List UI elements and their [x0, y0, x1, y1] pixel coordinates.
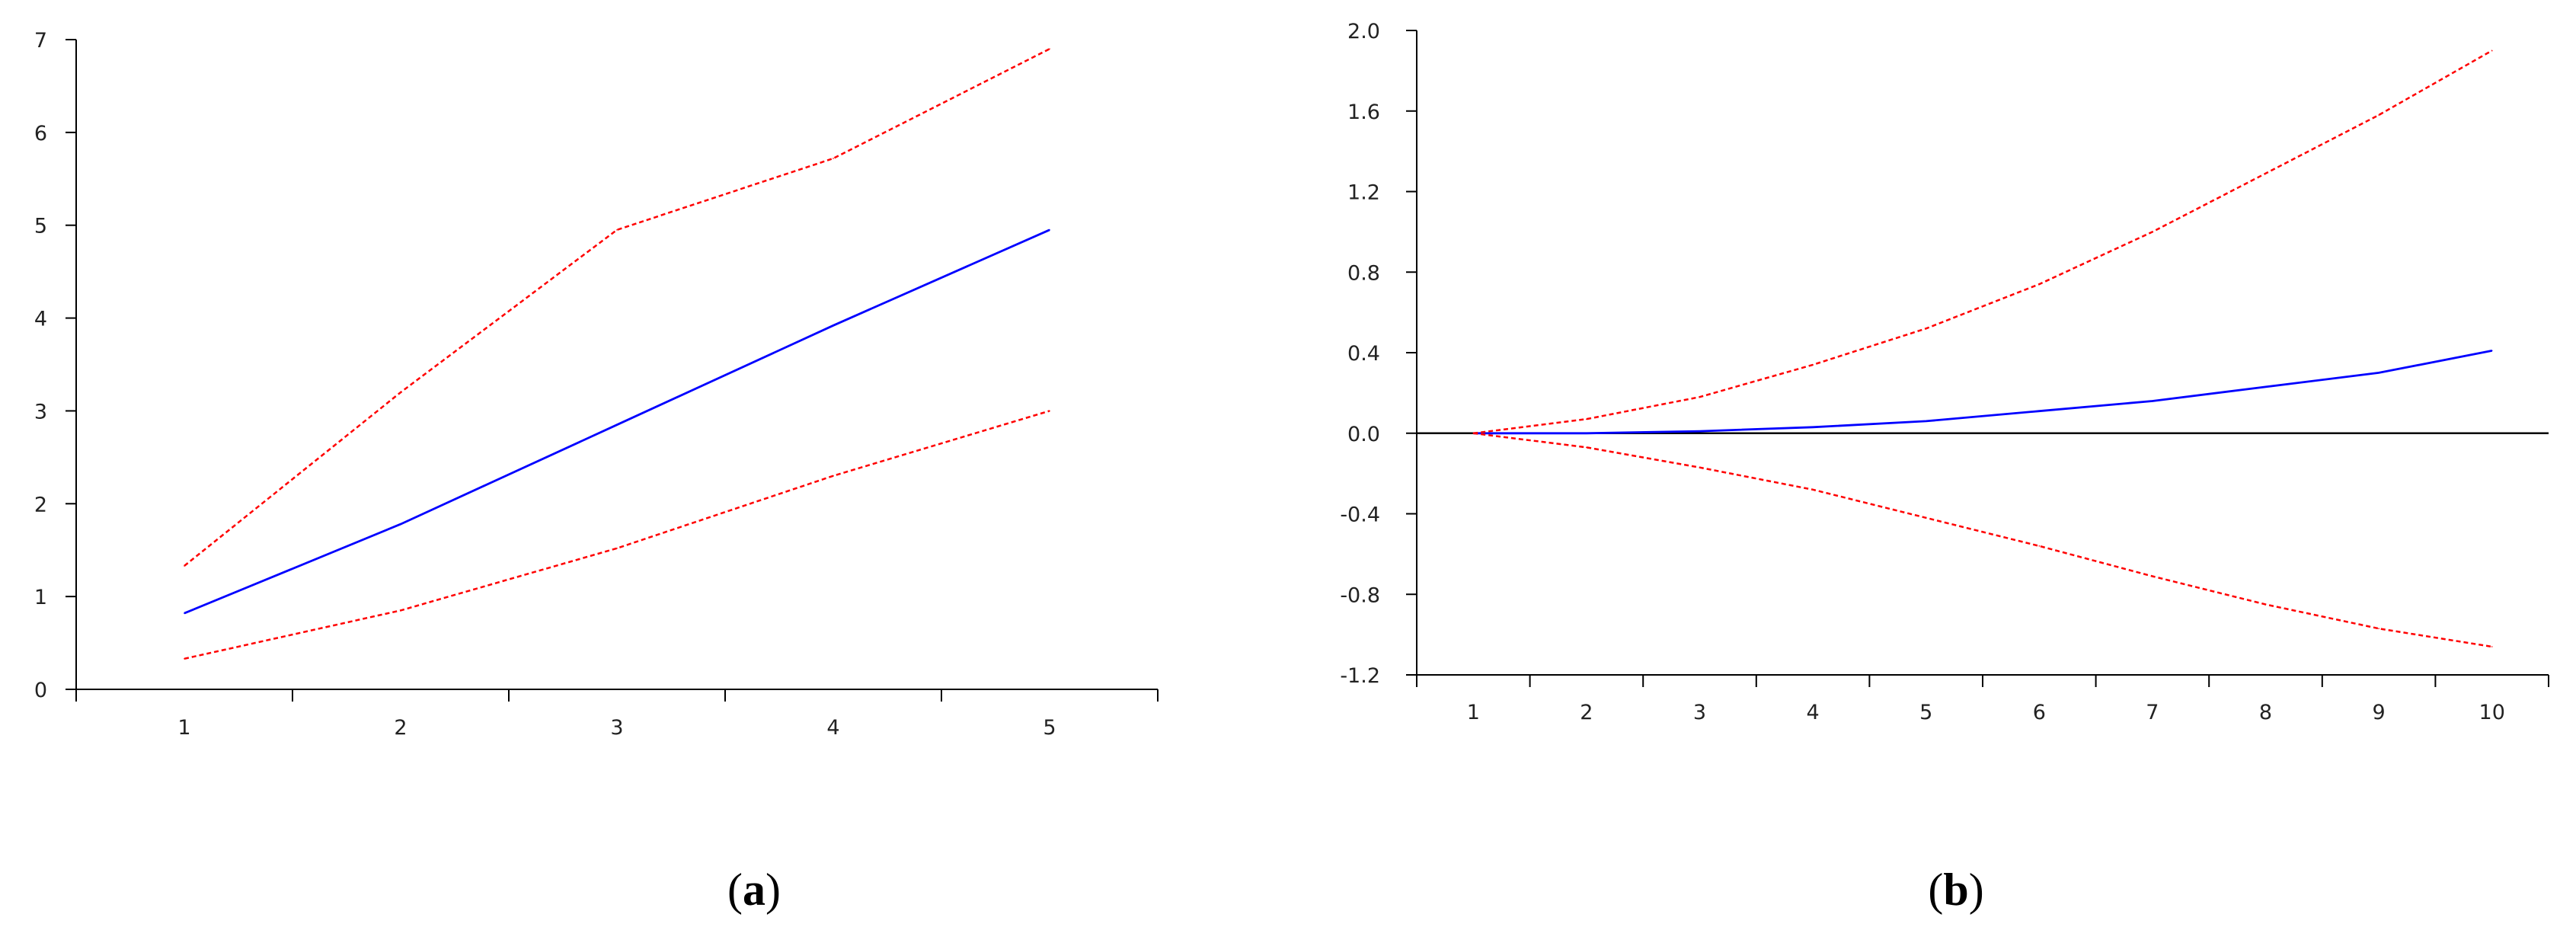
data-point-lower-band: [616, 547, 618, 549]
y-tick-label: 0.0: [1347, 423, 1380, 446]
data-point-lower-band: [1586, 446, 1587, 449]
data-point-lower-band: [1812, 488, 1814, 491]
data-point-response: [2378, 372, 2379, 374]
data-point-response: [2491, 350, 2493, 352]
data-point-lower-band: [2152, 575, 2153, 577]
data-point-lower-band: [2038, 545, 2041, 547]
y-tick-label: 4: [34, 308, 47, 331]
data-point-lower-band: [2378, 628, 2379, 629]
series-upper-band: [1473, 50, 2493, 435]
panel-a-caption: (a): [727, 865, 781, 915]
y-tick-label: -0.8: [1340, 583, 1380, 607]
y-tick-label: 7: [34, 29, 47, 53]
data-point-upper-band: [1925, 328, 1927, 330]
y-tick-label: -0.4: [1340, 503, 1380, 527]
data-point-upper-band: [2491, 50, 2493, 52]
y-tick-label: 2: [34, 493, 47, 516]
x-tick-label: 6: [2033, 701, 2046, 724]
panel-a-caption-letter: a: [743, 865, 765, 915]
chart-panel-a: 0 1 2 3 4 5 6 7 1 2 3 4 5: [34, 29, 1159, 740]
data-point-upper-band: [2038, 283, 2041, 285]
x-tick-label: 1: [1467, 701, 1480, 724]
y-tick-label: 3: [34, 400, 47, 424]
data-point-upper-band: [2264, 172, 2267, 174]
y-tick-label: 0.8: [1347, 261, 1380, 285]
series-response: [184, 229, 1050, 615]
panel-a-caption-close: ): [765, 865, 781, 915]
x-tick-label: 3: [1693, 701, 1706, 724]
data-point-lower-band: [1699, 466, 1701, 468]
panel-b-caption-letter: b: [1943, 865, 1968, 915]
series-lower-band: [184, 410, 1050, 660]
x-tick-label: 2: [394, 716, 407, 740]
data-point-lower-band: [400, 609, 401, 612]
data-point-lower-band: [2264, 603, 2267, 606]
panel-b-caption-open: (: [1928, 865, 1943, 915]
panel-a-caption-open: (: [727, 865, 743, 915]
data-point-lower-band: [184, 657, 185, 660]
data-point-upper-band: [1049, 48, 1050, 50]
data-point-upper-band: [2378, 114, 2379, 116]
data-point-response: [1049, 229, 1050, 231]
y-tick-label: 0: [34, 679, 47, 702]
y-tick-label: 1: [34, 586, 47, 609]
y-tick-label: 1.6: [1347, 101, 1380, 124]
chart-panel-b: 2.0 1.6 1.2 0.8 0.4 0.0 -0.4 -0.8 -1.2 1 2 3 4 5 6 7 8 9 1…: [1340, 20, 2549, 724]
data-point-lower-band: [1472, 432, 1475, 434]
data-point-lower-band: [2491, 646, 2493, 647]
x-tick-label: 10: [2479, 701, 2505, 724]
y-tick-label: 0.4: [1347, 342, 1380, 366]
data-point-upper-band: [616, 229, 618, 231]
x-tick-label: 1: [177, 716, 190, 740]
x-tick-label: 5: [1919, 701, 1932, 724]
x-tick-label: 7: [2146, 701, 2159, 724]
series-upper-band: [184, 48, 1050, 567]
x-tick-label: 5: [1043, 716, 1056, 740]
data-point-upper-band: [1586, 418, 1587, 420]
data-point-upper-band: [400, 392, 401, 393]
data-point-response: [1699, 430, 1701, 432]
data-point-response: [2038, 410, 2041, 412]
data-point-response: [1586, 432, 1587, 434]
series-response: [1473, 350, 2492, 435]
x-tick-label: 4: [826, 716, 839, 740]
data-point-lower-band: [1925, 516, 1927, 519]
x-tick-label: 8: [2259, 701, 2272, 724]
y-tick-label: -1.2: [1340, 664, 1380, 688]
data-point-response: [2152, 400, 2153, 402]
data-point-response: [400, 523, 401, 525]
y-tick-label: 2.0: [1347, 20, 1380, 43]
data-point-upper-band: [184, 565, 185, 567]
y-tick-label: 6: [34, 122, 47, 145]
x-tick-label: 9: [2373, 701, 2386, 724]
panel-b-caption: (b): [1928, 865, 1983, 915]
data-point-response: [2264, 386, 2267, 388]
data-point-response: [616, 424, 618, 426]
data-point-response: [1812, 427, 1814, 428]
data-point-lower-band: [833, 475, 834, 477]
y-tick-label: 1.2: [1347, 181, 1380, 205]
data-point-upper-band: [1812, 364, 1814, 366]
panel-b-caption-close: ): [1969, 865, 1984, 915]
data-point-response: [833, 324, 834, 327]
x-tick-label: 3: [610, 716, 623, 740]
y-tick-label: 5: [34, 215, 47, 238]
x-tick-label: 4: [1807, 701, 1820, 724]
x-tick-label: 2: [1580, 701, 1593, 724]
data-point-upper-band: [833, 158, 834, 159]
data-point-upper-band: [2152, 231, 2153, 233]
data-point-response: [1925, 420, 1927, 422]
data-point-upper-band: [1699, 396, 1701, 398]
data-point-lower-band: [1049, 410, 1050, 412]
data-point-response: [184, 612, 185, 614]
series-lower-band: [1473, 432, 2492, 648]
